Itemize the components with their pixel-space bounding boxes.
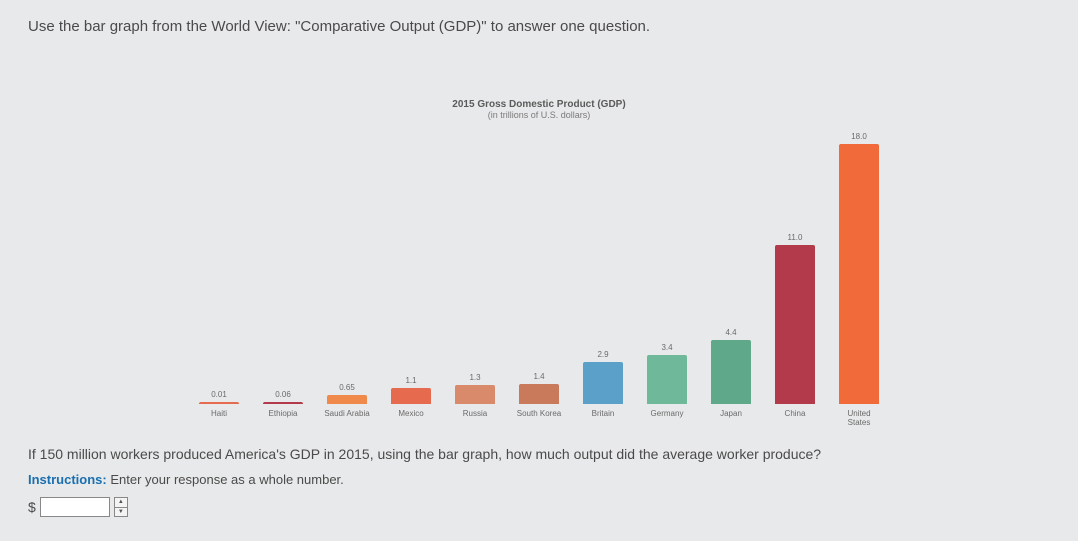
bar-column: 3.4 Germany	[644, 343, 690, 428]
bar-value-label: 18.0	[851, 132, 867, 142]
currency-symbol: $	[28, 499, 36, 515]
bar-column: 2.9 Britain	[580, 350, 626, 428]
bar-column: 0.06 Ethiopia	[260, 390, 306, 428]
bar-column: 11.0 China	[772, 233, 818, 428]
instructions-label: Instructions:	[28, 472, 107, 487]
bar-value-label: 0.01	[211, 390, 227, 400]
bar-category-label: South Korea	[517, 410, 561, 428]
chart-subtitle: (in trillions of U.S. dollars)	[159, 110, 919, 120]
bar-category-label: Germany	[651, 410, 684, 428]
bar	[839, 144, 879, 404]
bar-value-label: 1.3	[469, 373, 480, 383]
bar	[199, 402, 239, 404]
bar-category-label: Haiti	[211, 410, 227, 428]
bar-value-label: 11.0	[788, 233, 803, 243]
bar	[519, 384, 559, 404]
bar-column: 4.4 Japan	[708, 328, 754, 428]
bar	[263, 402, 303, 404]
bar-column: 0.65 Saudi Arabia	[324, 383, 370, 428]
instructions-text: Enter your response as a whole number.	[110, 472, 343, 487]
chart-title: 2015 Gross Domestic Product (GDP)	[159, 99, 919, 110]
bar-value-label: 3.4	[661, 343, 672, 353]
stepper-up-icon[interactable]: ▲	[115, 498, 127, 508]
stepper-down-icon[interactable]: ▼	[115, 508, 127, 517]
answer-input[interactable]	[40, 497, 110, 517]
bar-category-label: Britain	[592, 410, 615, 428]
bar-category-label: United States	[836, 410, 882, 428]
bar-category-label: Ethiopia	[269, 410, 298, 428]
question-text: If 150 million workers produced America'…	[28, 446, 1050, 462]
gdp-bar-chart: 2015 Gross Domestic Product (GDP) (in tr…	[159, 99, 919, 428]
bar-category-label: China	[785, 410, 806, 428]
prompt-text: Use the bar graph from the World View: "…	[28, 18, 1050, 35]
bar-value-label: 0.65	[339, 383, 355, 393]
bar-category-label: Japan	[720, 410, 742, 428]
bar	[391, 388, 431, 404]
bar-column: 1.4 South Korea	[516, 372, 562, 428]
bar-category-label: Mexico	[398, 410, 423, 428]
instructions-line: Instructions: Enter your response as a w…	[28, 472, 1050, 487]
bar-column: 0.01 Haiti	[196, 390, 242, 428]
bar	[711, 340, 751, 404]
chart-bars-area: 0.01 Haiti 0.06 Ethiopia 0.65 Saudi Arabia 1.1…	[159, 128, 919, 428]
bar-value-label: 4.4	[725, 328, 736, 338]
bar	[583, 362, 623, 404]
bar-category-label: Russia	[463, 410, 487, 428]
bar	[455, 385, 495, 404]
bar	[647, 355, 687, 404]
bar-value-label: 1.4	[533, 372, 544, 382]
bar-value-label: 1.1	[405, 376, 416, 386]
bar-column: 1.1 Mexico	[388, 376, 434, 428]
bar-value-label: 0.06	[275, 390, 291, 400]
bar-category-label: Saudi Arabia	[324, 410, 369, 428]
answer-row: $ ▲ ▼	[28, 497, 1050, 517]
bar	[775, 245, 815, 404]
bar	[327, 395, 367, 404]
bar-value-label: 2.9	[597, 350, 608, 360]
bar-column: 18.0 United States	[836, 132, 882, 428]
answer-stepper[interactable]: ▲ ▼	[114, 497, 128, 517]
bar-column: 1.3 Russia	[452, 373, 498, 428]
